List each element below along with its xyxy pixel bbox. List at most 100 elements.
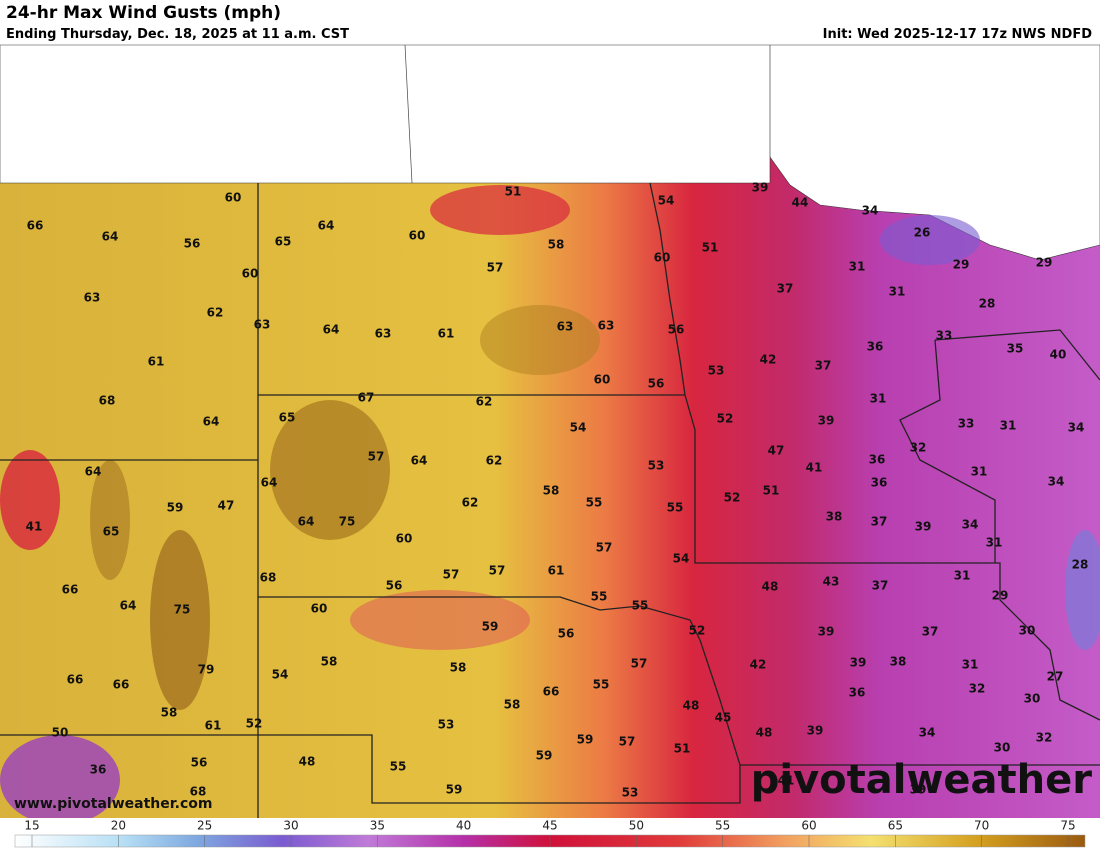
gust-label: 42 bbox=[760, 353, 777, 367]
gust-label: 59 bbox=[482, 620, 499, 634]
gust-label: 61 bbox=[205, 719, 222, 733]
gust-label: 48 bbox=[299, 755, 316, 769]
gust-label: 26 bbox=[914, 226, 931, 240]
gust-label: 42 bbox=[750, 658, 767, 672]
gust-label: 61 bbox=[438, 327, 455, 341]
gust-label: 37 bbox=[777, 282, 794, 296]
gust-label: 38 bbox=[826, 510, 843, 524]
gust-label: 40 bbox=[1050, 348, 1067, 362]
map-background bbox=[0, 44, 1100, 825]
gust-label: 64 bbox=[261, 476, 278, 490]
gust-label: 60 bbox=[311, 602, 328, 616]
gust-label: 59 bbox=[167, 501, 184, 515]
watermark: pivotalweather bbox=[751, 757, 1093, 803]
gust-label: 32 bbox=[910, 441, 927, 455]
gust-label: 61 bbox=[148, 355, 165, 369]
gust-label: 31 bbox=[986, 536, 1003, 550]
gust-label: 48 bbox=[683, 699, 700, 713]
gust-label: 39 bbox=[910, 783, 927, 797]
gust-label: 65 bbox=[275, 235, 292, 249]
gust-label: 68 bbox=[260, 571, 277, 585]
gust-label: 51 bbox=[702, 241, 719, 255]
gust-label: 38 bbox=[890, 655, 907, 669]
gust-label: 54 bbox=[673, 552, 690, 566]
colorbar-tick-label: 75 bbox=[1060, 819, 1075, 833]
gust-label: 51 bbox=[505, 185, 522, 199]
gust-label: 63 bbox=[375, 327, 392, 341]
gust-label: 55 bbox=[390, 760, 407, 774]
gust-label: 30 bbox=[1024, 692, 1041, 706]
gust-label: 33 bbox=[936, 329, 953, 343]
colorbar-tick-label: 70 bbox=[974, 819, 989, 833]
gust-label: 58 bbox=[321, 655, 338, 669]
gust-label: 37 bbox=[922, 625, 939, 639]
gust-label: 30 bbox=[1019, 624, 1036, 638]
gust-label: 30 bbox=[994, 741, 1011, 755]
gust-label: 56 bbox=[191, 756, 208, 770]
gust-label: 31 bbox=[870, 392, 887, 406]
gust-label: 39 bbox=[818, 414, 835, 428]
gust-label: 56 bbox=[668, 323, 685, 337]
gust-label: 34 bbox=[919, 726, 936, 740]
gust-label: 47 bbox=[768, 444, 785, 458]
gust-label: 48 bbox=[762, 580, 779, 594]
colorbar-tick-label: 45 bbox=[542, 819, 557, 833]
gust-label: 64 bbox=[411, 454, 428, 468]
gust-label: 63 bbox=[557, 320, 574, 334]
gust-label: 31 bbox=[889, 285, 906, 299]
gust-label: 52 bbox=[689, 624, 706, 638]
gust-label: 55 bbox=[667, 501, 684, 515]
colorbar-tick-label: 30 bbox=[283, 819, 298, 833]
gust-label: 65 bbox=[279, 411, 296, 425]
gust-label: 64 bbox=[323, 323, 340, 337]
gust-label: 45 bbox=[715, 711, 732, 725]
gust-label: 52 bbox=[246, 717, 263, 731]
gust-label: 36 bbox=[90, 763, 107, 777]
site-url: www.pivotalweather.com bbox=[14, 796, 213, 812]
gust-label: 34 bbox=[1068, 421, 1085, 435]
gust-label: 44 bbox=[792, 196, 809, 210]
gust-label: 60 bbox=[409, 229, 426, 243]
gust-label: 63 bbox=[598, 319, 615, 333]
gust-label: 60 bbox=[242, 267, 259, 281]
colorbar-tick-label: 55 bbox=[715, 819, 730, 833]
gust-label: 66 bbox=[113, 678, 130, 692]
subtitle: Ending Thursday, Dec. 18, 2025 at 11 a.m… bbox=[6, 27, 350, 42]
gust-label: 54 bbox=[570, 421, 587, 435]
gust-label: 66 bbox=[62, 583, 79, 597]
gust-label: 61 bbox=[548, 564, 565, 578]
gust-label: 55 bbox=[632, 599, 649, 613]
gust-label: 56 bbox=[184, 237, 201, 251]
gust-label: 41 bbox=[26, 520, 43, 534]
gust-label: 39 bbox=[752, 181, 769, 195]
gust-label: 55 bbox=[591, 590, 608, 604]
gust-label: 58 bbox=[161, 706, 178, 720]
gust-label: 56 bbox=[386, 579, 403, 593]
gust-label: 62 bbox=[207, 306, 224, 320]
gust-label: 60 bbox=[225, 191, 242, 205]
gust-label: 50 bbox=[52, 726, 69, 740]
gust-label: 29 bbox=[1036, 256, 1053, 270]
gust-label: 27 bbox=[1047, 670, 1064, 684]
gust-label: 64 bbox=[85, 465, 102, 479]
gust-label: 39 bbox=[807, 724, 824, 738]
gust-label: 56 bbox=[648, 377, 665, 391]
gust-label: 57 bbox=[368, 450, 385, 464]
title: 24-hr Max Wind Gusts (mph) bbox=[6, 3, 282, 23]
gust-label: 64 bbox=[203, 415, 220, 429]
gust-label: 47 bbox=[218, 499, 235, 513]
gust-label: 60 bbox=[594, 373, 611, 387]
gust-label: 39 bbox=[915, 520, 932, 534]
gust-label: 35 bbox=[1007, 342, 1024, 356]
colorbar-tick-label: 15 bbox=[24, 819, 39, 833]
gust-label: 65 bbox=[103, 525, 120, 539]
gust-label: 64 bbox=[120, 599, 137, 613]
gust-label: 55 bbox=[586, 496, 603, 510]
gust-label: 57 bbox=[487, 261, 504, 275]
gust-label: 62 bbox=[462, 496, 479, 510]
gust-label: 36 bbox=[849, 686, 866, 700]
gust-label: 43 bbox=[823, 575, 840, 589]
gust-label: 59 bbox=[446, 783, 463, 797]
gust-label: 41 bbox=[806, 461, 823, 475]
